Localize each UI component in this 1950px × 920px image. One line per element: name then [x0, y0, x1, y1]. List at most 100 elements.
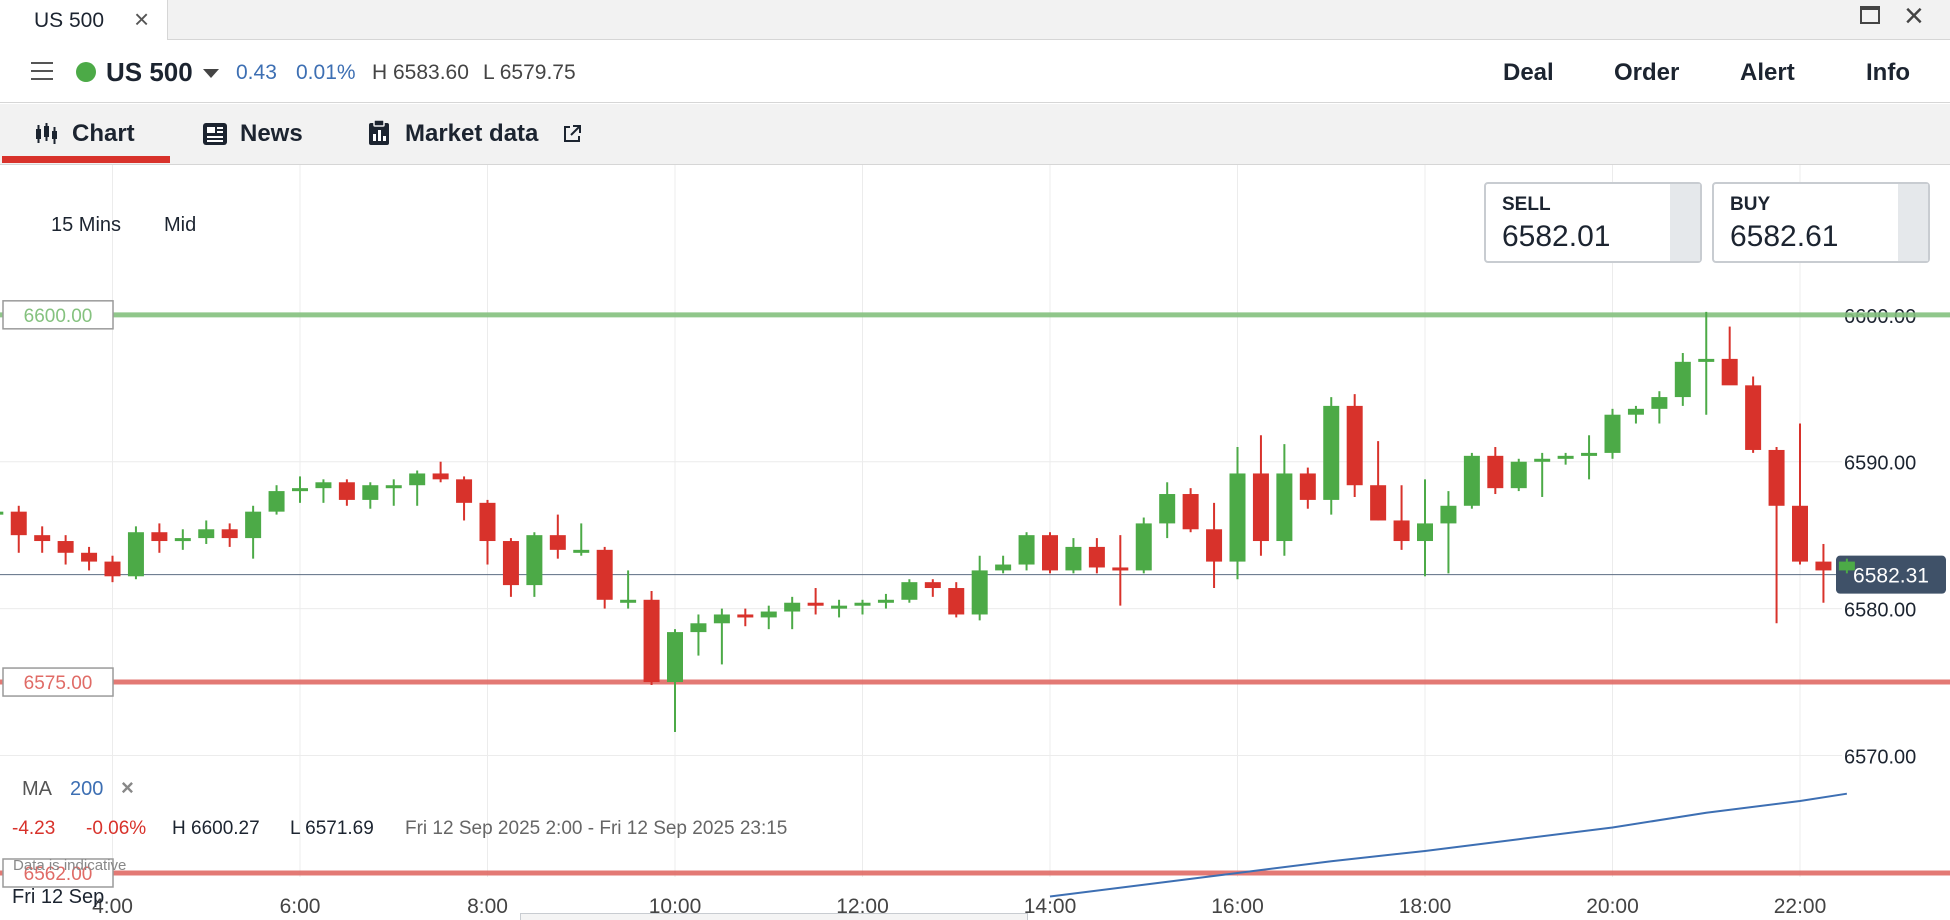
candle-up [127, 532, 144, 577]
candle-down [1792, 505, 1808, 562]
candle-down [1346, 405, 1363, 486]
candle-up [292, 488, 308, 492]
candle-down [1815, 561, 1832, 571]
moving-average-line [1049, 792, 1848, 898]
info-button[interactable]: Info [1866, 59, 1910, 86]
candle-down [1252, 473, 1269, 542]
close-icon[interactable]: × [134, 4, 150, 34]
chart-date-label: Fri 12 Sep [12, 886, 105, 908]
deal-button[interactable]: Deal [1503, 59, 1554, 86]
candle-up [971, 570, 988, 615]
candle-down [432, 473, 449, 480]
price-chart[interactable]: 4:00 6:00 8:00 10:00 12:00 14:00 16:00 18:00 20:… [0, 165, 1950, 920]
x-tick-label: 14:00 [1024, 895, 1077, 918]
candle-down [10, 511, 27, 536]
candle-down [1370, 485, 1387, 521]
window-close-icon[interactable]: × [1904, 0, 1924, 35]
newspaper-icon [203, 123, 227, 145]
x-tick-label: 18:00 [1399, 895, 1452, 918]
candle-up [1018, 535, 1035, 565]
candle-up [0, 511, 4, 515]
current-price-label: 6582.31 [1853, 565, 1929, 588]
candle-up [760, 611, 777, 618]
candle-up [690, 623, 707, 633]
sell-label: SELL [1502, 194, 1551, 215]
remove-indicator-icon[interactable]: × [121, 775, 134, 800]
x-tick-label: 12:00 [836, 895, 889, 918]
candle-down [948, 588, 965, 615]
tab-market-data[interactable]: Market data [360, 104, 600, 165]
clipboard-icon [369, 120, 389, 145]
candle-up [1065, 546, 1082, 571]
view-tabs: Chart News Market data [0, 104, 1950, 165]
candle-down [1487, 455, 1504, 489]
price-change-percent: 0.01% [296, 61, 356, 84]
chart-scrollbar[interactable] [520, 913, 1028, 920]
candle-down [456, 479, 473, 503]
buy-button-edge [1898, 184, 1928, 261]
candle-up [1135, 523, 1152, 571]
candle-down [151, 532, 168, 542]
candle-up [1159, 494, 1176, 524]
chevron-down-icon[interactable] [203, 69, 219, 78]
candle-up [1510, 461, 1527, 489]
indicator-period[interactable]: 200 [70, 778, 104, 800]
candle-down [596, 549, 613, 600]
candlestick-icon [36, 123, 57, 144]
price-level-tag [2, 667, 114, 697]
instrument-name[interactable]: US 500 [106, 57, 193, 87]
candle-up [1674, 361, 1691, 398]
price-level-tag [2, 300, 114, 330]
candle-down [1042, 535, 1058, 571]
candle-up [831, 605, 848, 609]
candle-up [315, 482, 332, 489]
window-tab-strip: US 500 × × [0, 0, 1950, 40]
buy-button[interactable]: BUY 6582.61 [1712, 182, 1930, 263]
candle-down [479, 502, 496, 542]
candle-up [174, 538, 191, 542]
price-change: 0.43 [236, 61, 277, 84]
candle-down [502, 541, 519, 586]
candle-up [1229, 473, 1246, 562]
interval-selector[interactable]: 15 Mins [51, 214, 122, 236]
candle-up [1276, 473, 1293, 542]
candle-up [1463, 455, 1480, 506]
y-tick-label: 6580.00 [1844, 600, 1916, 622]
summary-low: L 6571.69 [290, 818, 374, 839]
candle-up [1627, 408, 1644, 415]
candle-down [924, 582, 941, 589]
candle-up [198, 529, 215, 539]
candle-down [549, 535, 566, 550]
tab-news[interactable]: News [190, 104, 320, 165]
price-type-selector[interactable]: Mid [164, 214, 197, 236]
candle-up [1581, 452, 1598, 456]
candle-down [1768, 449, 1785, 506]
maximize-icon[interactable] [1860, 6, 1880, 24]
x-tick-label: 4:00 [92, 895, 133, 918]
candle-up [1651, 397, 1668, 409]
data-disclaimer: Data is indicative [13, 857, 127, 874]
order-button[interactable]: Order [1614, 59, 1680, 86]
alert-button[interactable]: Alert [1740, 59, 1795, 86]
external-link-icon [564, 125, 581, 142]
menu-icon[interactable] [31, 62, 53, 80]
candle-up [1698, 358, 1715, 362]
candle-up [1323, 405, 1340, 500]
candle-down [1721, 358, 1738, 386]
candle-down [1182, 494, 1199, 530]
tab-chart[interactable]: Chart [0, 104, 170, 165]
candle-down [1112, 567, 1129, 571]
window-tab[interactable]: US 500 × [0, 0, 168, 40]
x-tick-label: 6:00 [280, 895, 321, 918]
candle-down [1088, 546, 1105, 568]
price-level-tag [2, 858, 114, 888]
sell-button[interactable]: SELL 6582.01 [1484, 182, 1702, 263]
candle-up [1604, 414, 1621, 453]
candle-up [667, 632, 683, 683]
x-tick-label: 20:00 [1586, 895, 1639, 918]
candle-up [713, 614, 730, 624]
candle-down [737, 614, 754, 618]
session-high: H 6583.60 [372, 61, 469, 84]
y-tick-label: 6570.00 [1844, 746, 1916, 768]
candle-up [1838, 561, 1855, 571]
